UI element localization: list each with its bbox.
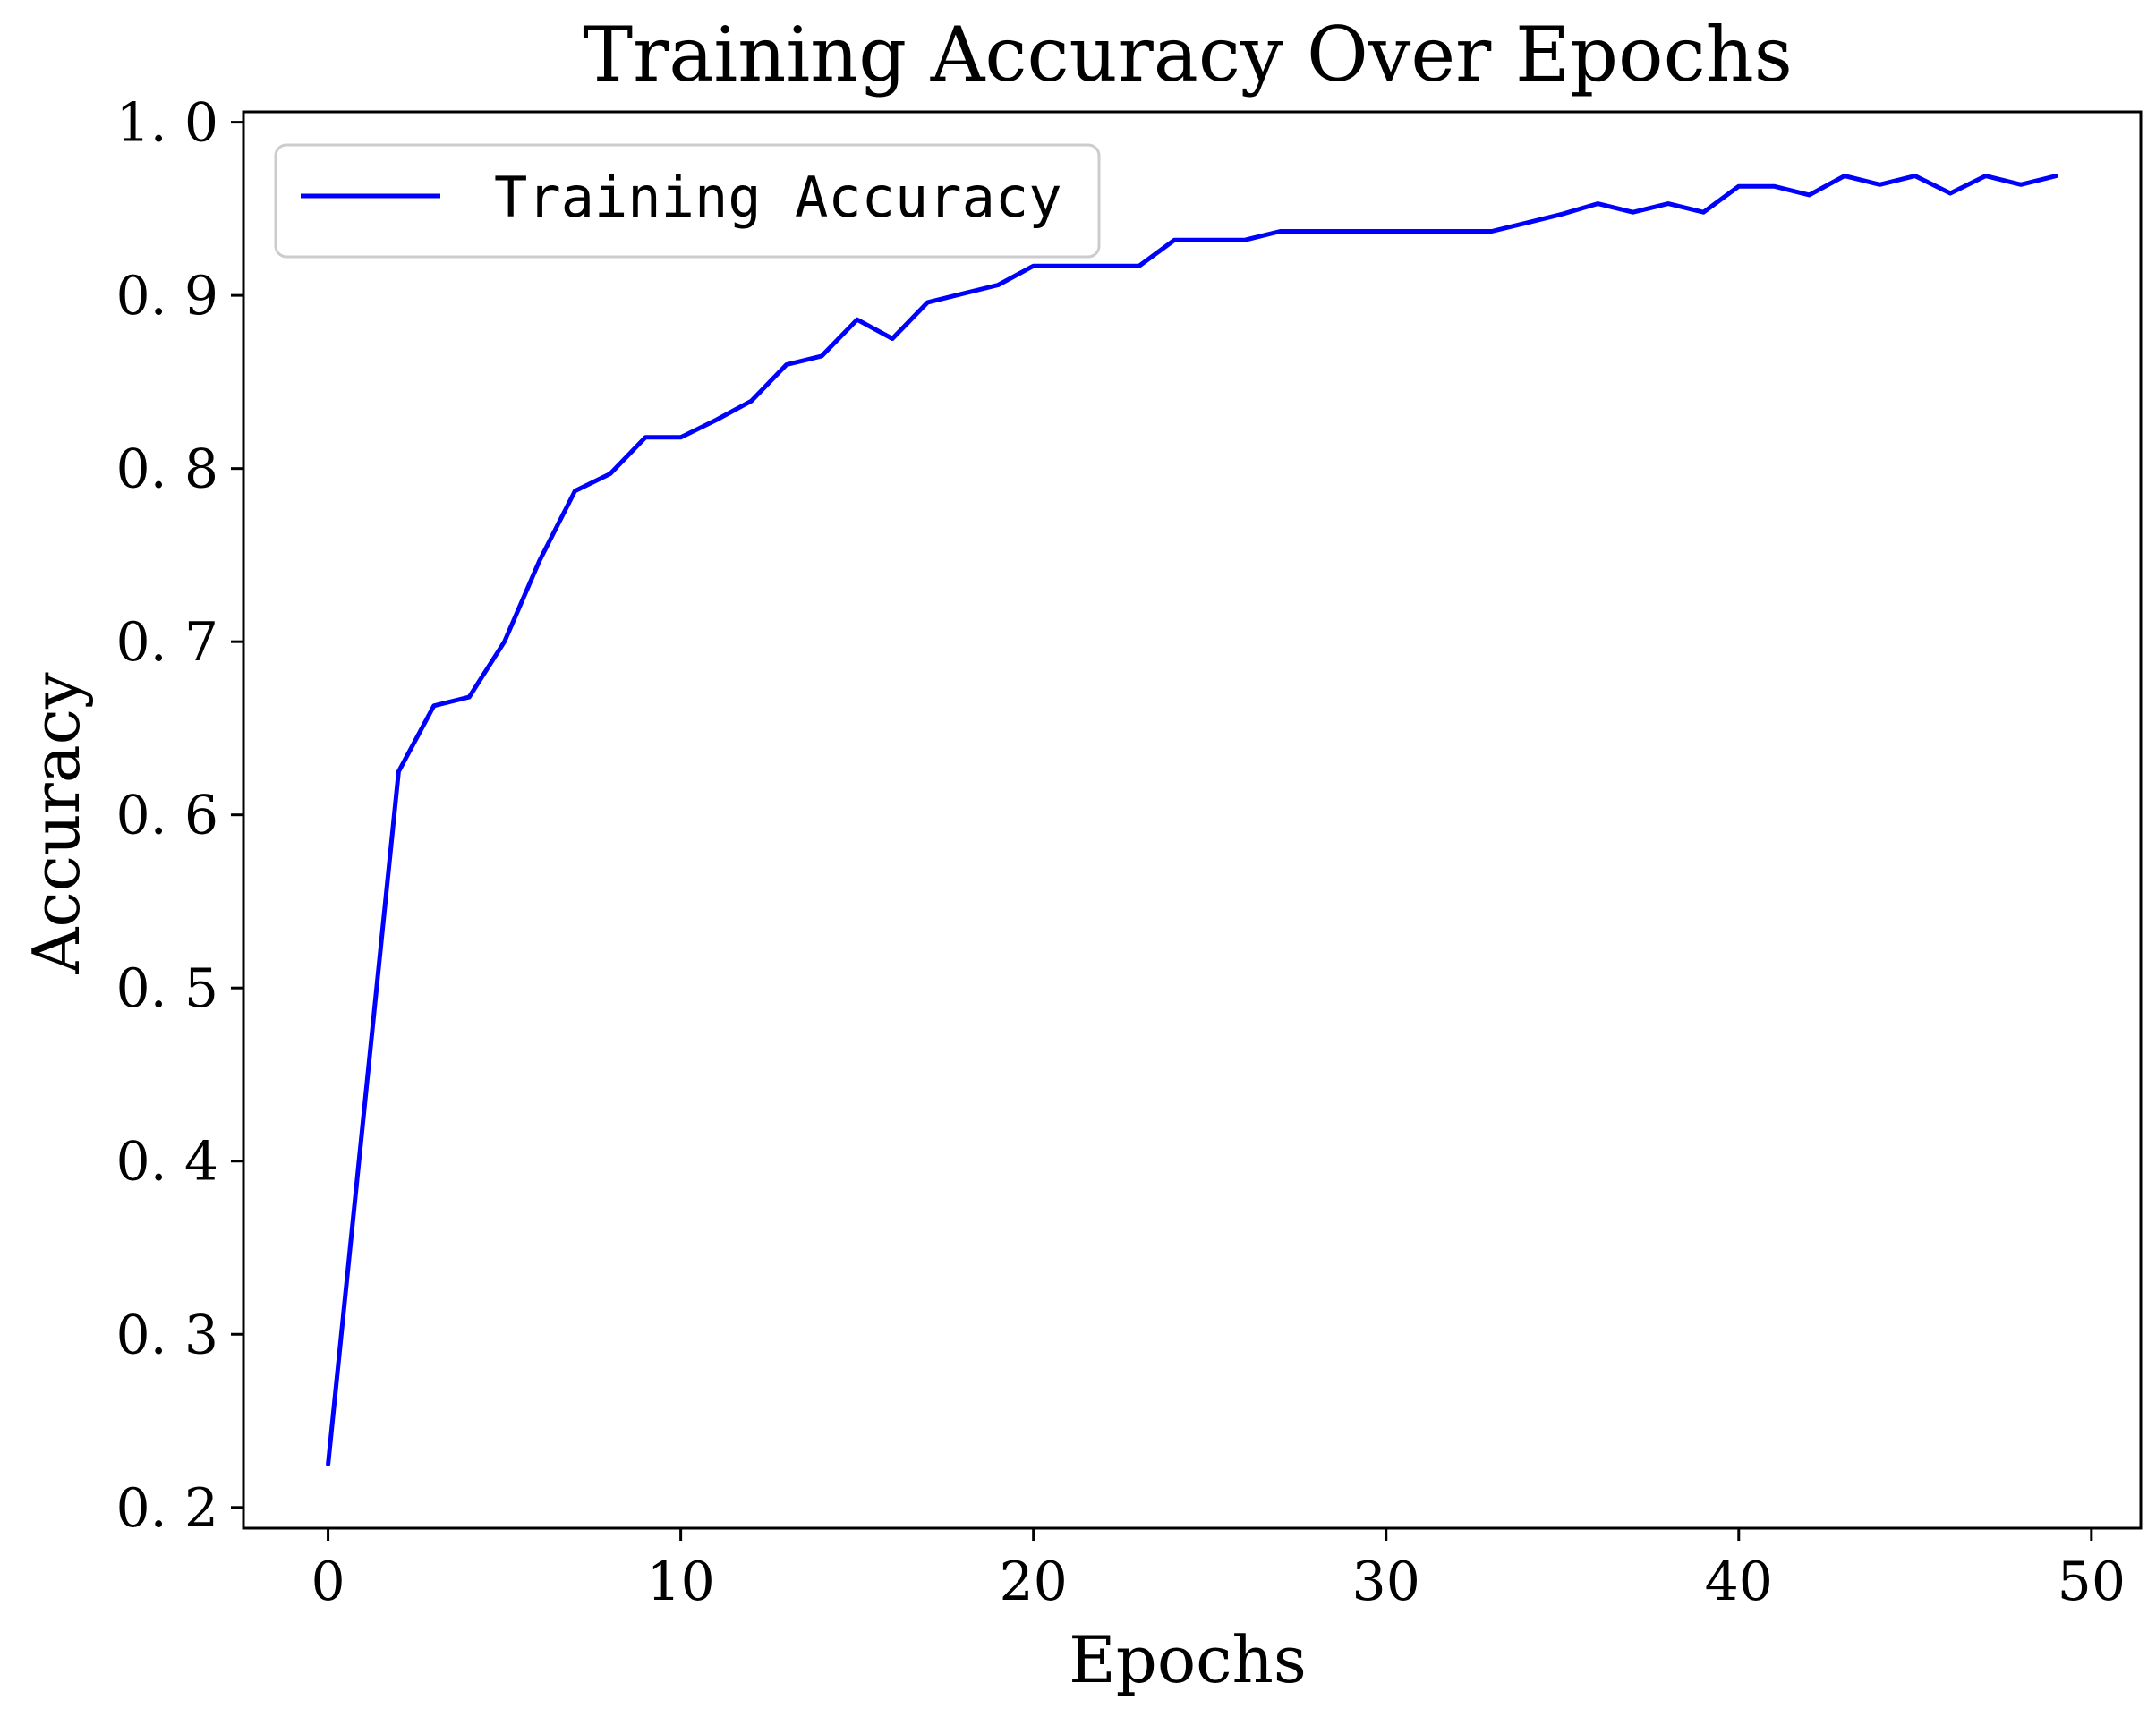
x-tick-label: 10 <box>646 1551 714 1613</box>
y-tick-label: 0. 4 <box>116 1131 219 1194</box>
legend-box <box>274 143 1101 259</box>
chart-title: Training Accuracy Over Epochs <box>583 11 1793 98</box>
y-tick-label: 0. 6 <box>116 785 219 847</box>
x-tick-label: 40 <box>1705 1551 1773 1613</box>
x-tick-label: 0 <box>311 1551 345 1613</box>
legend-label: Training Accuracy <box>494 165 1062 230</box>
y-axis-label: Accuracy <box>19 672 94 975</box>
y-tick-label: 0. 5 <box>116 957 219 1020</box>
x-tick-label: 20 <box>999 1551 1067 1613</box>
y-axis-ticks: 0. 2 0. 3 0. 4 0. 5 0. 6 0. 7 0. 8 0. 9 1. 0 <box>116 92 243 1540</box>
y-tick-label: 0. 9 <box>116 265 219 327</box>
x-axis-ticks: 0 10 20 30 40 50 <box>311 1528 2126 1613</box>
legend: Training Accuracy <box>274 143 1101 259</box>
x-tick-label: 30 <box>1352 1551 1420 1613</box>
plot-area-frame <box>242 110 2143 1530</box>
y-tick-label: 0. 8 <box>116 438 219 501</box>
y-tick-label: 0. 7 <box>116 611 219 674</box>
x-tick-label: 50 <box>2058 1551 2126 1613</box>
y-tick-label: 0. 3 <box>116 1304 219 1366</box>
series-line-training-accuracy <box>326 174 2058 1466</box>
y-tick-label: 1. 0 <box>116 92 219 155</box>
x-axis-label: Epochs <box>1069 1622 1307 1697</box>
y-tick-label: 0. 2 <box>116 1477 219 1540</box>
